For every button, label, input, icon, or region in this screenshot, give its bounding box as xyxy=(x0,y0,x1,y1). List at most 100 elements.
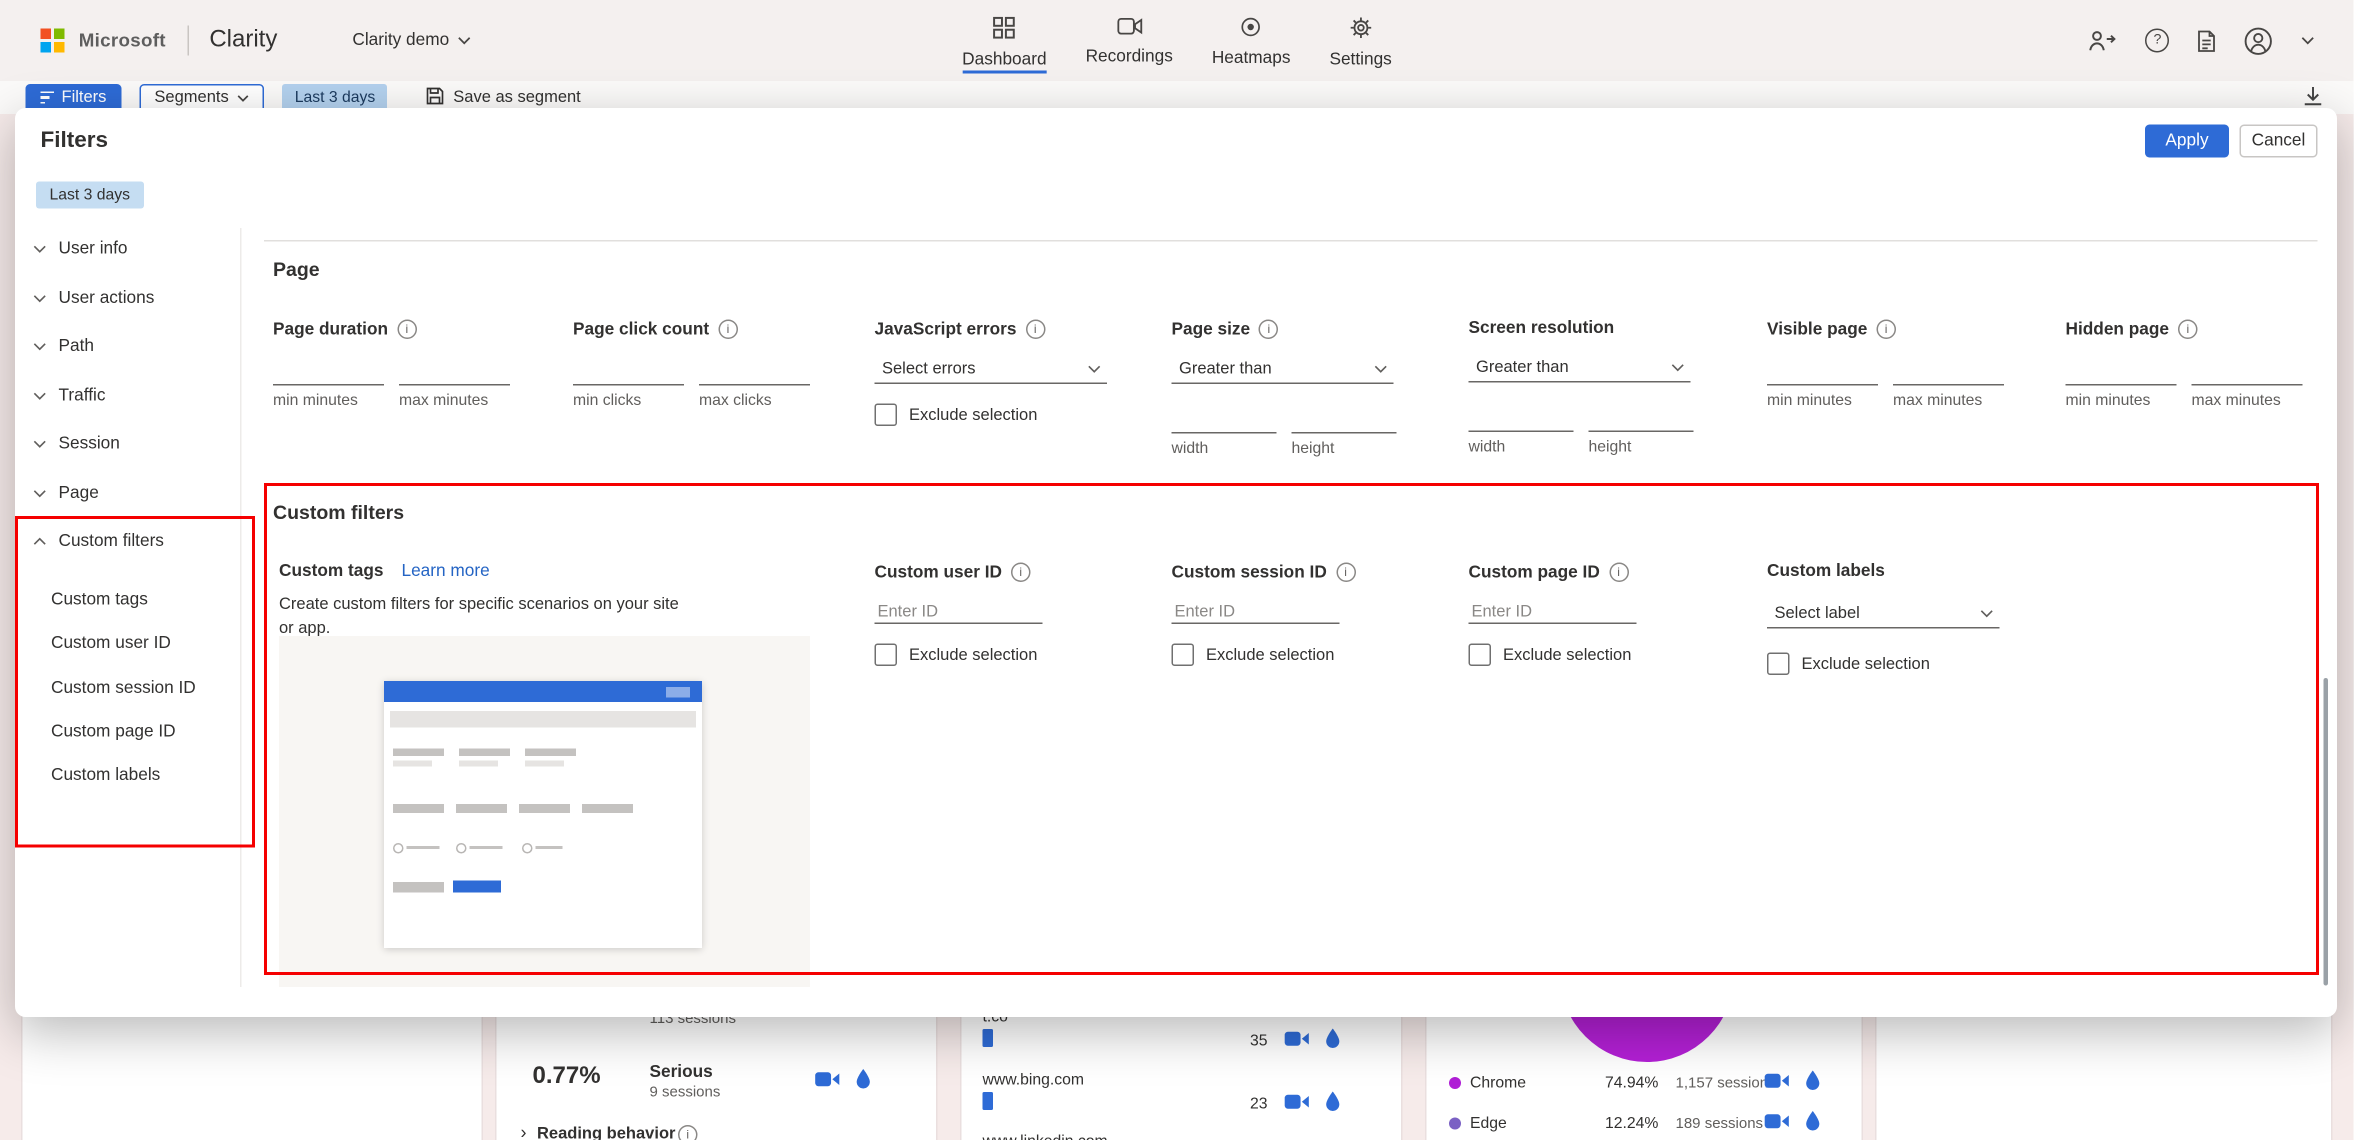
referrer-label[interactable]: www.linkedin.com xyxy=(983,1133,1108,1140)
min-clicks-input[interactable] xyxy=(573,360,684,385)
account-chevron-icon[interactable] xyxy=(2301,36,2315,45)
tab-dashboard[interactable]: Dashboard xyxy=(962,16,1047,80)
sidebar-item-custom-user-id[interactable]: Custom user ID xyxy=(51,634,171,653)
field-custom-user-id: Custom user IDi Exclude selection xyxy=(874,562,1175,666)
max-clicks-input[interactable] xyxy=(699,360,810,385)
date-range-chip[interactable]: Last 3 days xyxy=(282,83,388,112)
sidebar-item-traffic[interactable]: Traffic xyxy=(33,387,105,405)
min-minutes-input[interactable] xyxy=(273,360,384,385)
touch-icon xyxy=(1241,17,1262,46)
select-label-dropdown[interactable]: Select label xyxy=(1767,599,2000,629)
width-input[interactable] xyxy=(1171,408,1277,433)
card-footer-chevron: › xyxy=(520,1122,527,1140)
help-icon[interactable]: ? xyxy=(2145,28,2170,53)
share-user-icon[interactable] xyxy=(2088,29,2117,52)
width-input[interactable] xyxy=(1468,407,1574,432)
select-errors-dropdown[interactable]: Select errors xyxy=(874,354,1107,384)
max-minutes-input[interactable] xyxy=(1893,360,2004,385)
sidebar-item-custom-filters[interactable]: Custom filters xyxy=(33,533,164,551)
cancel-button[interactable]: Cancel xyxy=(2239,124,2318,158)
sidebar-item-user-actions[interactable]: User actions xyxy=(33,290,154,308)
project-selector[interactable]: Clarity demo xyxy=(352,32,471,50)
chevron-down-icon xyxy=(33,294,47,303)
sidebar-item-path[interactable]: Path xyxy=(33,338,94,356)
insight-droplet-icon[interactable] xyxy=(1805,1070,1822,1091)
apply-button[interactable]: Apply xyxy=(2145,124,2229,158)
min-minutes-input[interactable] xyxy=(2065,360,2177,385)
browser-pct: 74.94% xyxy=(1605,1074,1659,1092)
microsoft-logo-icon xyxy=(40,28,64,53)
sidebar-item-custom-labels[interactable]: Custom labels xyxy=(51,766,161,785)
exclude-selection-checkbox[interactable] xyxy=(1767,652,1790,675)
exclude-selection-checkbox[interactable] xyxy=(874,403,897,426)
insight-droplet-icon[interactable] xyxy=(1325,1091,1342,1112)
page-size-dropdown[interactable]: Greater than xyxy=(1171,354,1394,384)
date-range-chip[interactable]: Last 3 days xyxy=(36,181,144,209)
custom-session-id-input[interactable] xyxy=(1171,600,1340,624)
field-visible-page: Visible page i min minutes max minutes xyxy=(1767,319,2055,409)
tab-heatmaps-label: Heatmaps xyxy=(1211,49,1291,68)
screen-resolution-dropdown[interactable]: Greater than xyxy=(1468,353,1691,383)
metric-sessions: 9 sessions xyxy=(649,1084,721,1102)
video-camera-icon[interactable] xyxy=(1764,1113,1790,1130)
sidebar-item-custom-page-id[interactable]: Custom page ID xyxy=(51,723,176,741)
release-notes-icon[interactable] xyxy=(2198,29,2216,52)
field-custom-page-id: Custom page IDi Exclude selection xyxy=(1468,562,1769,666)
modal-title: Filters xyxy=(40,127,109,154)
sidebar-item-custom-tags[interactable]: Custom tags xyxy=(51,591,148,609)
browser-name[interactable]: Chrome xyxy=(1470,1074,1527,1092)
brand-divider xyxy=(186,25,189,56)
sidebar-item-custom-session-id[interactable]: Custom session ID xyxy=(51,679,196,698)
learn-more-link[interactable]: Learn more xyxy=(401,562,490,581)
min-minutes-input[interactable] xyxy=(1767,360,1878,385)
info-icon[interactable]: i xyxy=(397,319,417,339)
field-page-size: Page size i Greater than width height xyxy=(1171,319,1460,457)
account-avatar[interactable] xyxy=(2244,26,2273,55)
sidebar-item-session[interactable]: Session xyxy=(33,435,120,453)
filters-button[interactable]: Filters xyxy=(25,83,122,112)
filter-icon xyxy=(40,91,54,104)
download-icon[interactable] xyxy=(2303,86,2324,115)
tab-settings[interactable]: Settings xyxy=(1329,17,1392,76)
custom-page-id-input[interactable] xyxy=(1468,600,1637,624)
info-icon[interactable]: i xyxy=(1259,319,1279,339)
max-minutes-input[interactable] xyxy=(2191,360,2303,385)
height-input[interactable] xyxy=(1588,407,1694,432)
custom-tags-illustration xyxy=(279,636,810,987)
info-icon[interactable]: i xyxy=(1025,319,1045,339)
exclude-selection-checkbox[interactable] xyxy=(1468,643,1491,666)
height-input[interactable] xyxy=(1291,408,1397,433)
insight-droplet-icon[interactable] xyxy=(1325,1028,1342,1049)
video-camera-icon[interactable] xyxy=(1284,1031,1310,1048)
exclude-selection-checkbox[interactable] xyxy=(874,643,897,666)
modal-scrollbar[interactable] xyxy=(2323,678,2328,986)
save-as-segment-button[interactable]: Save as segment xyxy=(426,86,581,109)
custom-user-id-input[interactable] xyxy=(874,600,1043,624)
browser-name[interactable]: Edge xyxy=(1470,1114,1507,1133)
gear-icon xyxy=(1349,17,1372,47)
custom-tags-description: Create custom filters for specific scena… xyxy=(279,595,679,638)
insight-droplet-icon[interactable] xyxy=(855,1068,872,1089)
tab-heatmaps[interactable]: Heatmaps xyxy=(1211,17,1291,74)
sidebar-item-page[interactable]: Page xyxy=(33,485,99,503)
referrer-label[interactable]: www.bing.com xyxy=(982,1071,1085,1089)
tab-recordings[interactable]: Recordings xyxy=(1086,17,1173,73)
section-divider xyxy=(264,240,2318,242)
video-camera-icon[interactable] xyxy=(815,1071,841,1088)
info-icon[interactable]: i xyxy=(1011,562,1031,582)
chevron-down-icon xyxy=(1980,608,1994,617)
info-icon[interactable]: i xyxy=(1876,319,1896,339)
info-icon[interactable]: i xyxy=(1335,562,1356,582)
info-icon[interactable]: i xyxy=(1608,562,1629,582)
info-icon[interactable]: i xyxy=(718,319,738,339)
info-icon[interactable]: i xyxy=(2178,319,2198,339)
insight-droplet-icon[interactable] xyxy=(1805,1110,1822,1131)
video-camera-icon[interactable] xyxy=(1284,1094,1310,1111)
exclude-selection-checkbox[interactable] xyxy=(1171,643,1194,666)
card-footer-link[interactable]: Reading behavior xyxy=(537,1125,676,1140)
video-camera-icon[interactable] xyxy=(1764,1073,1790,1090)
max-minutes-input[interactable] xyxy=(399,360,510,385)
sidebar-item-user-info[interactable]: User info xyxy=(33,240,128,258)
dashboard-icon xyxy=(993,16,1016,47)
